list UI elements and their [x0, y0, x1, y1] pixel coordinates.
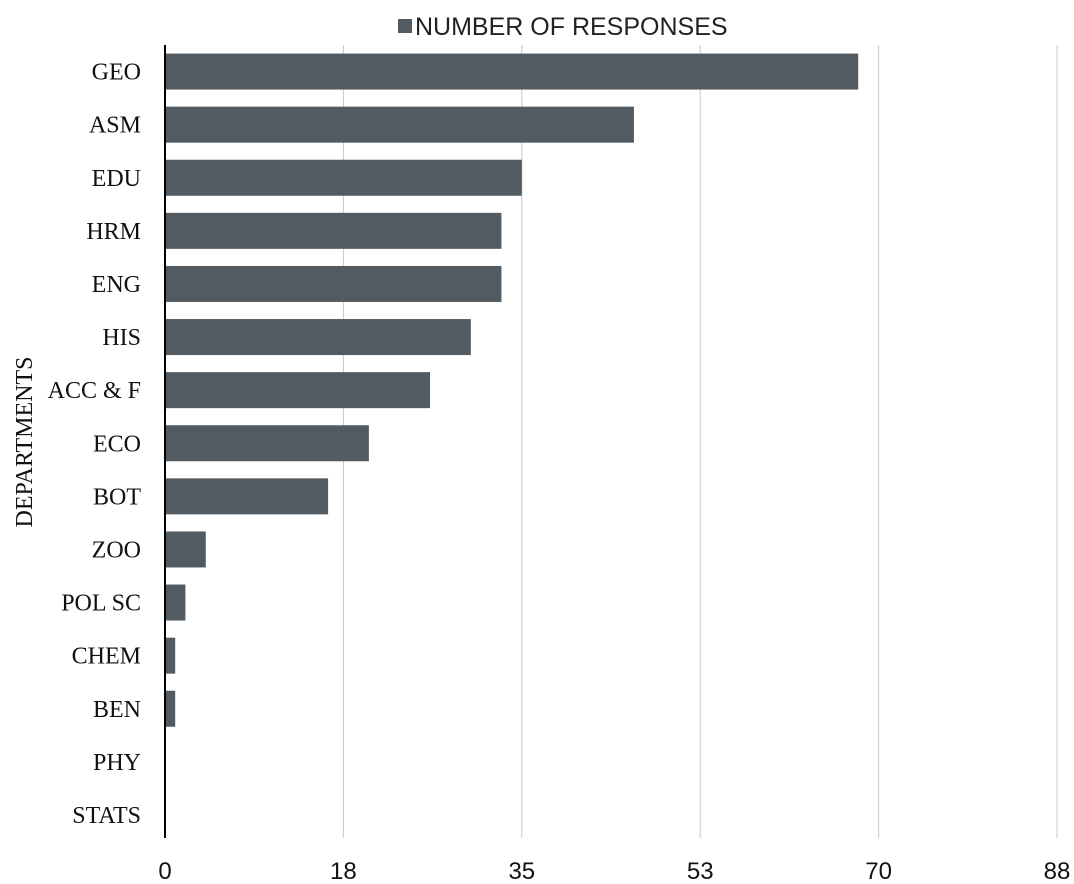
legend-swatch: [398, 19, 412, 33]
category-label: GEO: [92, 60, 141, 86]
legend: NUMBER OF RESPONSES: [398, 13, 728, 41]
category-labels: GEO ASM EDU HRM ENG HIS ACC & F ECO BOT ZOO POL SC…: [48, 60, 142, 829]
category-label: STATS: [72, 803, 141, 829]
bar-geo: [165, 53, 859, 90]
bar-eng: [165, 265, 502, 302]
x-tick-label: 70: [865, 858, 892, 884]
bars: [165, 53, 859, 727]
category-label: ENG: [92, 272, 141, 298]
y-axis-title: DEPARTMENTS: [12, 356, 38, 527]
bar-edu: [165, 159, 522, 196]
bar-acc-f: [165, 372, 431, 409]
category-label: ACC & F: [48, 378, 141, 404]
category-label: CHEM: [72, 644, 141, 670]
bar-ben: [165, 690, 176, 727]
category-label: HIS: [102, 325, 141, 351]
category-label: PHY: [93, 750, 141, 776]
bar-zoo: [165, 531, 206, 568]
category-label: POL SC: [61, 591, 141, 617]
x-tick-labels: 0 18 35 53 70 88: [158, 858, 1070, 884]
legend-label: NUMBER OF RESPONSES: [415, 13, 728, 41]
category-label: ECO: [93, 431, 141, 457]
bar-chem: [165, 637, 176, 674]
bar-pol-sc: [165, 584, 186, 621]
bar-bot: [165, 478, 329, 515]
category-label: EDU: [92, 166, 141, 192]
bar-asm: [165, 106, 634, 143]
bar-his: [165, 319, 471, 356]
category-label: ZOO: [92, 537, 141, 563]
category-label: HRM: [86, 219, 141, 245]
category-label: ASM: [89, 113, 141, 139]
x-tick-label: 88: [1044, 858, 1071, 884]
x-tick-label: 0: [158, 858, 171, 884]
bar-hrm: [165, 212, 502, 249]
category-label: BOT: [93, 484, 141, 510]
x-tick-label: 18: [330, 858, 357, 884]
bar-eco: [165, 425, 369, 462]
category-label: BEN: [93, 697, 141, 723]
x-tick-label: 35: [508, 858, 535, 884]
x-tick-label: 53: [687, 858, 714, 884]
